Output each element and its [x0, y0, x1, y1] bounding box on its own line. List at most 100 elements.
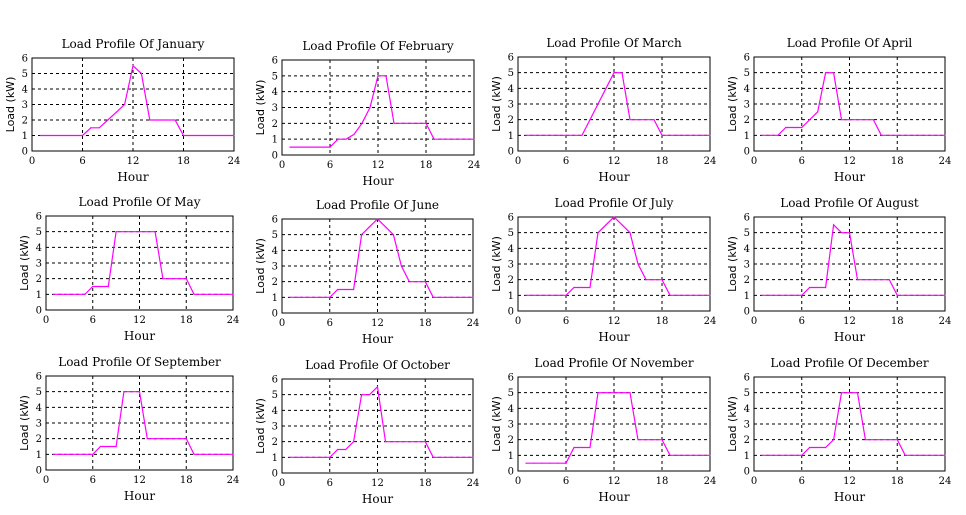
y-tick-label: 6	[508, 53, 514, 64]
data-point	[832, 224, 835, 226]
data-point	[329, 456, 331, 458]
data-point	[174, 119, 176, 121]
y-tick-label: 0	[744, 307, 750, 318]
series-line	[762, 72, 945, 136]
y-tick-label: 6	[36, 212, 42, 223]
data-point	[573, 446, 575, 449]
y-axis-label: Load (kW)	[254, 238, 267, 294]
x-tick-label: 6	[90, 315, 96, 326]
data-point	[549, 134, 551, 136]
data-point	[912, 294, 914, 296]
data-point	[605, 392, 607, 394]
series-line	[53, 391, 233, 455]
data-point	[99, 445, 102, 448]
y-tick-label: 3	[272, 422, 278, 433]
y-tick-label: 4	[508, 244, 514, 255]
data-point	[329, 296, 331, 298]
data-point	[685, 454, 687, 456]
x-axis-label: Hour	[598, 330, 629, 344]
x-tick-label: 18	[420, 160, 433, 171]
data-point	[313, 296, 315, 298]
data-point	[76, 293, 78, 295]
y-tick-label: 0	[508, 467, 514, 478]
data-point	[801, 294, 803, 296]
y-tick-label: 1	[272, 293, 278, 304]
x-axis-label: Hour	[362, 332, 393, 346]
x-tick-label: 18	[180, 475, 193, 486]
data-point	[541, 462, 543, 464]
y-tick-label: 3	[36, 259, 42, 270]
y-tick-label: 5	[744, 68, 750, 79]
x-tick-label: 0	[43, 475, 49, 486]
data-point	[107, 285, 109, 288]
y-tick-label: 0	[744, 467, 750, 478]
x-tick-label: 24	[467, 478, 480, 489]
y-axis-label: Load (kW)	[254, 398, 267, 454]
x-tick-label: 6	[563, 156, 569, 167]
x-tick-label: 24	[704, 316, 717, 327]
data-point	[185, 438, 187, 440]
data-point	[177, 278, 180, 280]
data-point	[68, 293, 70, 295]
subplot-title: Load Profile Of April	[787, 36, 913, 50]
data-point	[473, 138, 475, 140]
x-axis-label: Hour	[598, 170, 629, 184]
y-axis-label: Load (kW)	[18, 235, 31, 291]
y-tick-label: 5	[36, 227, 42, 238]
x-tick-label: 0	[279, 318, 285, 329]
data-point	[353, 441, 355, 443]
data-point	[448, 456, 450, 458]
x-tick-label: 12	[608, 316, 621, 327]
data-point	[84, 293, 86, 295]
x-axis-label: Hour	[598, 490, 629, 504]
data-point	[209, 453, 211, 455]
x-tick-label: 0	[515, 476, 521, 487]
data-point	[541, 134, 543, 136]
data-point	[201, 293, 203, 295]
data-point	[92, 453, 94, 455]
data-point	[613, 72, 615, 74]
data-point	[629, 392, 631, 394]
y-tick-label: 5	[36, 387, 42, 398]
y-tick-label: 5	[272, 71, 278, 82]
x-tick-label: 18	[177, 156, 190, 167]
data-point	[809, 446, 811, 449]
y-tick-label: 2	[272, 277, 278, 288]
data-point	[793, 294, 795, 296]
data-point	[457, 138, 459, 140]
data-point	[856, 392, 859, 394]
subplot-title: Load Profile Of February	[302, 39, 454, 53]
data-point	[115, 111, 117, 113]
subplot-title: Load Profile Of November	[534, 356, 693, 370]
y-tick-label: 6	[508, 213, 514, 224]
data-point	[581, 134, 583, 136]
data-point	[856, 119, 859, 121]
y-tick-label: 0	[36, 466, 42, 477]
subplot-title: Load Profile Of December	[770, 356, 928, 370]
data-point	[825, 446, 827, 449]
data-point	[146, 438, 148, 440]
data-point	[701, 454, 703, 456]
data-point	[840, 119, 843, 121]
y-tick-label: 0	[22, 147, 28, 158]
data-point	[888, 279, 890, 281]
plot-frame	[281, 59, 475, 156]
data-point	[613, 216, 615, 218]
data-point	[693, 454, 695, 456]
data-point	[653, 439, 655, 441]
data-point	[677, 134, 679, 136]
data-point	[208, 134, 210, 137]
plot-frame	[31, 57, 235, 152]
data-point	[368, 394, 371, 396]
y-tick-label: 4	[744, 244, 750, 255]
data-point	[613, 392, 615, 394]
y-tick-label: 2	[508, 115, 514, 126]
subplot-title: Load Profile Of January	[62, 37, 205, 51]
data-point	[761, 294, 763, 296]
data-point	[297, 146, 299, 148]
data-point	[936, 294, 938, 296]
data-point	[621, 224, 623, 226]
data-point	[424, 441, 426, 443]
y-tick-label: 0	[508, 147, 514, 158]
